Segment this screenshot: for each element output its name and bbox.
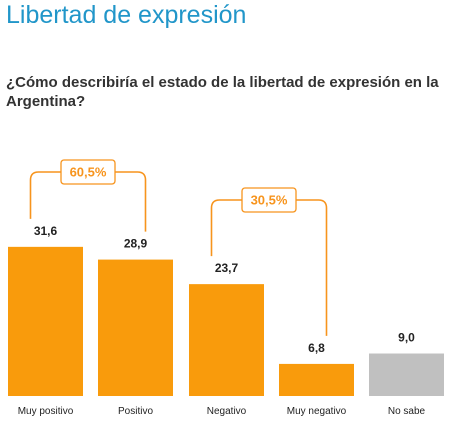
value-label: 6,8: [308, 341, 325, 355]
bar: [369, 353, 444, 396]
category-label: Muy negativo: [287, 406, 347, 417]
value-label: 31,6: [34, 224, 58, 238]
value-label: 9,0: [398, 331, 415, 345]
chart-title: Libertad de expresión: [6, 1, 247, 29]
bar: [189, 284, 264, 396]
category-label: Muy positivo: [18, 406, 74, 417]
percentage-box: [241, 187, 297, 213]
category-label: Positivo: [118, 406, 153, 417]
bar: [8, 246, 83, 396]
bar: [98, 259, 173, 396]
percentage-box: [60, 159, 116, 185]
category-label: No sabe: [388, 406, 426, 417]
value-label: 23,7: [215, 261, 239, 275]
percentage-label: 60,5%: [70, 165, 107, 180]
bar: [279, 363, 354, 396]
chart-subtitle: ¿Cómo describiría el estado de la libert…: [6, 74, 439, 110]
percentage-label: 30,5%: [251, 193, 288, 208]
category-label: Negativo: [207, 406, 247, 417]
value-label: 28,9: [124, 237, 148, 251]
